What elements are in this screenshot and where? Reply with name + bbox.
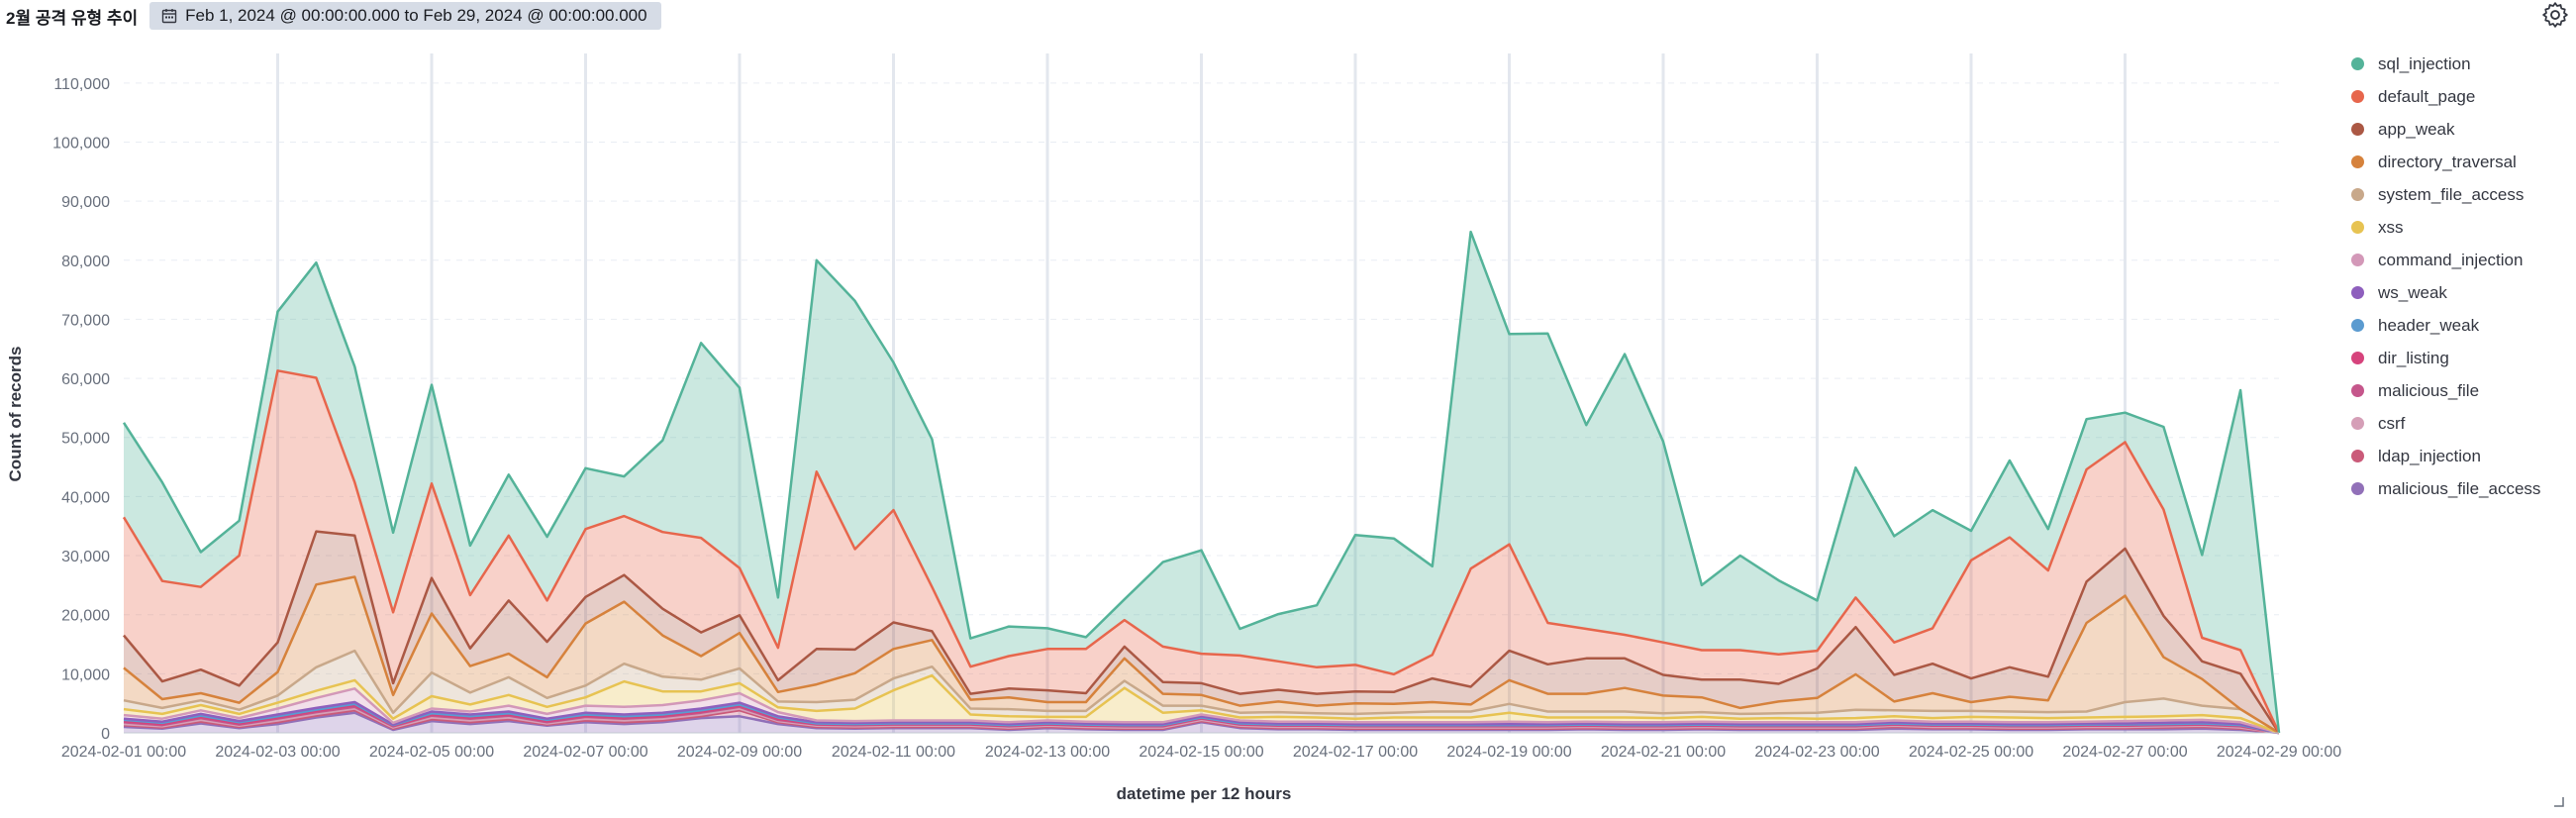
legend-label: command_injection [2378,250,2524,269]
legend-label: csrf [2378,413,2406,433]
legend-label: directory_traversal [2378,152,2517,171]
x-tick-label: 2024-02-17 00:00 [1293,744,1418,761]
x-tick-label: 2024-02-15 00:00 [1139,744,1263,761]
legend-item-xss[interactable]: xss [2351,211,2574,244]
legend-item-default-page[interactable]: default_page [2351,80,2574,113]
x-tick-label: 2024-02-01 00:00 [61,744,186,761]
y-tick-label: 50,000 [61,431,110,448]
time-range-badge[interactable]: Feb 1, 2024 @ 00:00:00.000 to Feb 29, 20… [149,2,661,30]
legend-label: app_weak [2378,119,2455,139]
gear-icon[interactable] [2540,0,2570,30]
legend-color-dot [2351,352,2364,364]
line-sql-injection [122,230,2281,734]
line-ws-weak [123,700,2280,735]
legend-color-dot [2351,286,2364,299]
x-tick-label: 2024-02-29 00:00 [2217,744,2341,761]
x-tick-label: 2024-02-13 00:00 [985,744,1110,761]
panel-title: 2월 공격 유형 추이 [6,8,139,28]
stacked-area-chart[interactable]: 0 10,000 20,000 30,000 40,000 50,000 60,000 70,… [0,40,2356,813]
legend-item-ws-weak[interactable]: ws_weak [2351,276,2574,309]
x-tick-label: 2024-02-25 00:00 [1909,744,2033,761]
area-directory-traversal [124,576,2279,733]
x-tick-label: 2024-02-07 00:00 [523,744,647,761]
area-app-weak [124,531,2279,733]
calendar-icon [161,9,177,24]
grid-layer [124,53,2279,733]
legend-item-header-weak[interactable]: header_weak [2351,309,2574,342]
panel-header: 2월 공격 유형 추이 Feb 1, 2024 @ 00:00:00.000 t… [6,0,661,32]
x-tick-label: 2024-02-03 00:00 [215,744,340,761]
legend-item-directory-traversal[interactable]: directory_traversal [2351,146,2574,178]
legend-color-dot [2351,417,2364,430]
legend-item-malicious-file-access[interactable]: malicious_file_access [2351,472,2574,505]
resize-handle-icon[interactable] [2552,795,2564,807]
legend-item-ldap-injection[interactable]: ldap_injection [2351,440,2574,472]
axis-layer: 0 10,000 20,000 30,000 40,000 50,000 60,000 70,… [52,76,2341,761]
x-tick-label: 2024-02-09 00:00 [677,744,802,761]
y-tick-label: 90,000 [61,194,110,211]
y-tick-label: 100,000 [52,135,110,152]
legend-label: ws_weak [2378,282,2447,302]
x-axis-title: datetime per 12 hours [1117,784,1292,803]
x-tick-label: 2024-02-27 00:00 [2062,744,2187,761]
y-tick-label: 60,000 [61,371,110,388]
area-system-file-access [124,651,2279,733]
legend-color-dot [2351,90,2364,103]
legend-item-dir-listing[interactable]: dir_listing [2351,342,2574,374]
area-sql-injection [124,232,2279,733]
legend-label: malicious_file_access [2378,478,2541,498]
legend-color-dot [2351,482,2364,495]
y-axis-title: Count of records [6,347,25,482]
legend-label: header_weak [2378,315,2480,335]
legend-color-dot [2351,254,2364,266]
x-tick-label: 2024-02-21 00:00 [1601,744,1726,761]
x-tick-label: 2024-02-19 00:00 [1446,744,1571,761]
legend-color-dot [2351,57,2364,70]
legend-color-dot [2351,155,2364,168]
legend-color-dot [2351,188,2364,201]
legend-item-malicious-file[interactable]: malicious_file [2351,374,2574,407]
line-layer [122,230,2281,735]
legend-label: malicious_file [2378,380,2480,400]
line-default-page [122,369,2281,734]
y-tick-label: 30,000 [61,549,110,565]
legend-item-command-injection[interactable]: command_injection [2351,244,2574,276]
y-tick-label: 80,000 [61,254,110,270]
time-range-label: Feb 1, 2024 @ 00:00:00.000 to Feb 29, 20… [185,6,647,25]
y-tick-label: 40,000 [61,489,110,506]
line-system-file-access [123,649,2280,735]
legend-color-dot [2351,123,2364,136]
y-tick-label: 0 [101,726,110,743]
area-default-page [124,370,2279,733]
legend-label: dir_listing [2378,348,2449,367]
legend-label: system_file_access [2378,184,2525,204]
legend-item-csrf[interactable]: csrf [2351,407,2574,440]
line-xss [123,673,2280,735]
legend-color-dot [2351,450,2364,462]
line-command-injection [123,687,2280,735]
legend-color-dot [2351,319,2364,332]
y-tick-label: 110,000 [53,76,110,93]
legend-color-dot [2351,384,2364,397]
legend-label: xss [2378,217,2404,237]
legend-item-app-weak[interactable]: app_weak [2351,113,2574,146]
y-tick-label: 20,000 [61,608,110,625]
y-tick-label: 70,000 [61,312,110,329]
legend-label: default_page [2378,86,2476,106]
line-directory-traversal [123,575,2280,735]
legend-label: ldap_injection [2378,446,2481,465]
legend-item-system-file-access[interactable]: system_file_access [2351,178,2574,211]
chart-area[interactable]: 0 10,000 20,000 30,000 40,000 50,000 60,000 70,… [0,40,2356,813]
line-app-weak [123,530,2281,734]
x-tick-label: 2024-02-11 00:00 [832,744,955,761]
legend-color-dot [2351,221,2364,234]
x-tick-label: 2024-02-23 00:00 [1754,744,1879,761]
legend-label: sql_injection [2378,53,2471,73]
x-tick-label: 2024-02-05 00:00 [369,744,494,761]
legend-item-sql-injection[interactable]: sql_injection [2351,48,2574,80]
y-tick-label: 10,000 [61,666,110,683]
